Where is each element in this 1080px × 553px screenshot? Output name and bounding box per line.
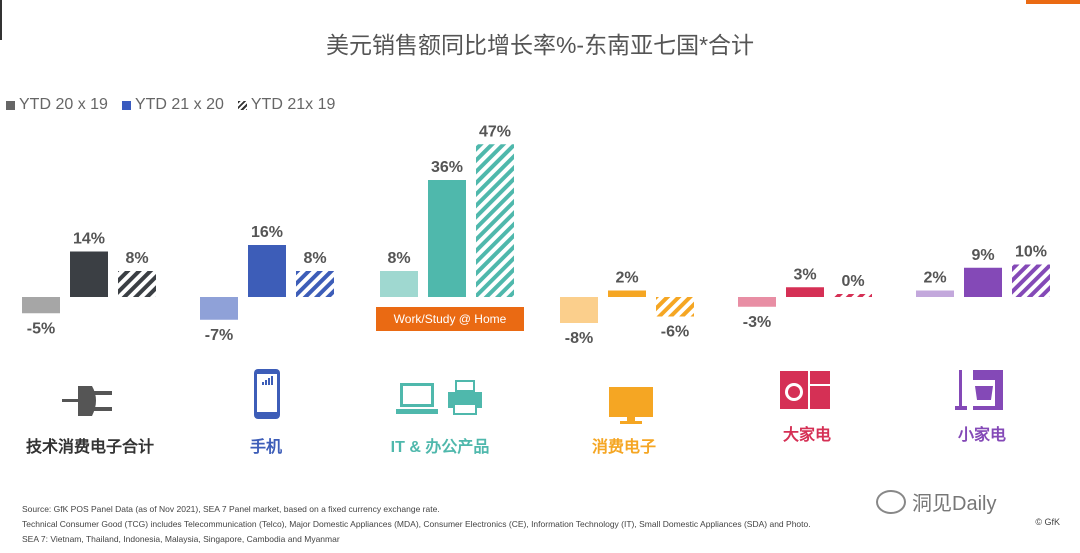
bar-ytd21x20 [248,245,286,297]
value-label: 8% [303,250,326,267]
bar-ytd21x19 [834,294,872,297]
category-label: 小家电 [957,427,1006,444]
value-label: 9% [971,247,994,264]
bar-ytd20x19 [916,290,954,297]
value-label: 0% [841,273,864,290]
category-label: 技术消费电子合计 [25,439,154,456]
watermark-text: 洞见Daily [912,493,997,515]
legend-swatch [6,100,15,110]
value-label: 36% [431,159,463,176]
edge-bar [0,0,2,40]
category-label: 手机 [249,439,282,456]
washer-fridge-icon [780,371,830,409]
corner-accent [1026,0,1080,4]
legend-swatch [237,100,247,110]
bar-ytd21x20 [70,251,108,297]
value-label: 8% [125,250,148,267]
bar-ytd20x19 [22,297,60,314]
value-label: 47% [479,123,511,140]
value-label: 8% [387,250,410,267]
work-study-home-badge: Work/Study @ Home [376,307,524,331]
bar-ytd20x19 [738,297,776,307]
legend-label: YTD 21 x 20 [134,96,224,113]
bar-ytd21x19 [1012,264,1050,297]
value-label: -6% [661,324,689,341]
footer-line: Technical Consumer Good (TCG) includes T… [22,519,811,529]
value-label: -8% [565,330,593,347]
legend-label: YTD 21x 19 [250,96,336,113]
bar-ytd20x19 [200,297,238,320]
legend-item: YTD 20 x 19 [6,96,108,114]
bar-ytd21x19 [296,271,334,297]
value-label: 2% [923,270,946,287]
value-label: 3% [793,266,816,283]
bar-ytd20x19 [560,297,598,323]
legend: YTD 20 x 19 YTD 21 x 20 YTD 21x 19 [6,96,335,114]
value-label: 10% [1015,244,1047,261]
bar-ytd21x20 [428,180,466,297]
value-label: -5% [27,320,55,337]
category-label: 消费电子 [591,439,656,456]
tv-icon [609,387,653,424]
bar-ytd20x19 [380,271,418,297]
mixer-vacuum-icon [955,370,1003,410]
value-label: -7% [205,327,233,344]
value-label: -3% [743,314,771,331]
legend-item: YTD 21x 19 [237,96,336,114]
plug-icon [62,386,112,416]
bar-ytd21x19 [118,271,156,297]
category-label: 大家电 [782,427,831,444]
phone-icon [254,369,280,419]
legend-item: YTD 21 x 20 [121,96,224,114]
value-label: 16% [251,224,283,241]
category-label: IT & 办公产品 [390,439,490,456]
value-label: 2% [615,270,638,287]
footer-notes: Source: GfK POS Panel Data (as of Nov 20… [22,502,811,547]
copyright: © GfK [1035,517,1060,527]
footer-line: SEA 7: Vietnam, Thailand, Indonesia, Mal… [22,534,340,544]
bar-ytd21x20 [608,290,646,297]
legend-swatch [121,100,131,110]
legend-label: YTD 20 x 19 [19,96,108,113]
bar-ytd21x20 [964,267,1002,297]
bar-ytd21x19 [656,297,694,317]
bar-ytd21x19 [476,144,514,297]
footer-line: Source: GfK POS Panel Data (as of Nov 20… [22,504,440,514]
wechat-icon [876,489,906,514]
watermark: 洞见Daily [876,487,996,516]
value-label: 14% [73,231,105,248]
chart-title: 美元销售额同比增长率%-东南亚七国*合计 [325,32,755,58]
bar-ytd21x20 [786,287,824,297]
laptop-printer-icon [396,380,482,415]
